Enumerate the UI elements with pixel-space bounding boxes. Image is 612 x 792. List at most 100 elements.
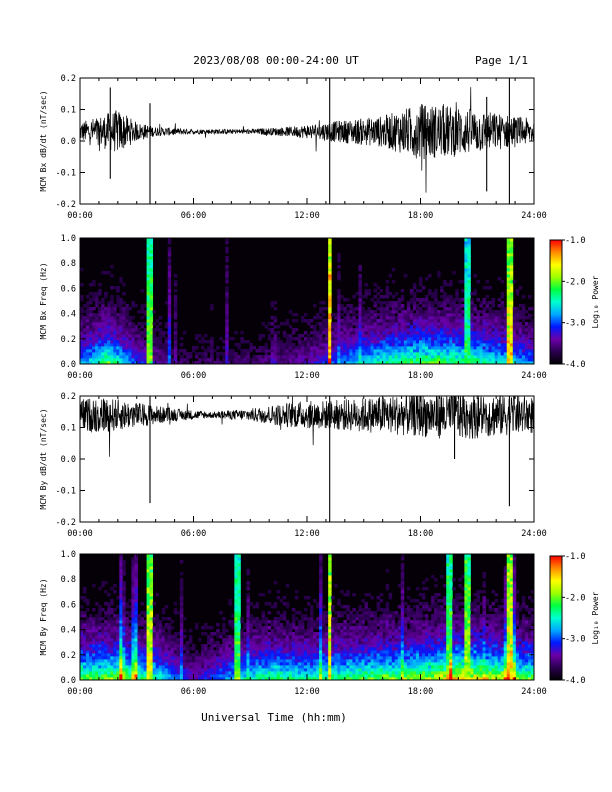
spectrogram-cell [291,355,296,359]
spectrogram-cell [521,349,526,353]
spectrogram-cell [134,349,138,353]
spectrogram-cell [149,605,154,609]
spectrogram-cell [512,313,517,317]
spectrogram-cell [158,358,163,362]
spectrogram-cell [509,259,514,263]
spectrogram-cell [343,668,347,672]
spectrogram-cell [358,292,362,296]
spectrogram-cell [367,337,371,341]
spectrogram-cell [195,650,199,654]
spectrogram-cell [98,665,102,669]
spectrogram-cell [455,319,459,323]
spectrogram-cell [518,352,523,356]
spectrogram-cell [388,292,393,296]
spectrogram-cell [80,659,84,663]
spectrogram-cell [337,331,341,335]
spectrogram-cell [388,343,393,347]
spectrogram-cell [131,656,135,660]
spectrogram-cell [521,313,526,317]
spectrogram-cell [331,355,335,359]
spectrogram-cell [313,349,317,353]
spectrogram-cell [361,334,365,338]
spectrogram-cell [391,355,396,359]
spectrogram-cell [101,632,105,636]
spectrogram-cell [349,346,353,350]
spectrogram-cell [113,620,117,624]
spectrogram-cell [515,292,520,296]
spectrogram-cell [104,328,108,332]
spectrogram-cell [137,358,141,362]
spectrogram-cell [252,671,256,675]
spectrogram-cell [485,307,489,311]
spectrogram-cell [434,346,438,350]
spectrogram-cell [173,316,178,320]
spectrogram-cell [467,280,471,284]
spectrogram-cell [107,328,111,332]
spectrogram-cell [131,349,135,353]
spectrogram-cell [524,325,529,329]
spectrogram-cell [322,647,326,651]
spectrogram-cell [246,614,250,618]
spectrogram-cell [319,310,323,314]
spectrogram-cell [110,608,114,612]
spectrogram-cell [113,668,117,672]
spectrogram-cell [422,334,426,338]
spectrogram-cell [225,319,229,323]
spectrogram-cell [149,635,154,639]
spectrogram-cell [122,641,126,645]
spectrogram-cell [352,361,356,365]
spectrogram-cell [146,623,151,627]
spectrogram-cell [128,340,132,344]
spectrogram-cell [294,337,299,341]
spectrogram-cell [406,352,411,356]
spectrogram-cell [80,310,84,314]
spectrogram-cell [373,352,378,356]
spectrogram-cell [213,656,217,660]
spectrogram-cell [164,671,169,675]
spectrogram-cell [158,641,163,645]
spectrogram-cell [464,259,468,263]
spectrogram-cell [252,617,256,621]
spectrogram-cell [319,647,323,651]
spectrogram-cell [422,319,426,323]
spectrogram-cell [379,343,384,347]
spectrogram-cell [234,629,238,633]
spectrogram-cell [173,656,178,660]
spectrogram-cell [149,301,154,305]
spectrogram-cell [80,316,84,320]
spectrogram-cell [394,361,399,365]
spectrogram-cell [303,358,308,362]
spectrogram-cell [146,560,151,564]
spectrogram-cell [524,361,529,365]
spectrogram-cell [204,355,208,359]
spectrogram-cell [267,638,272,642]
spectrogram-cell [385,316,390,320]
spectrogram-cell [219,671,223,675]
spectrogram-cell [515,352,520,356]
spectrogram-cell [500,280,505,284]
spectrogram-cell [225,644,229,648]
spectrogram-cell [201,656,205,660]
spectrogram-cell [400,295,405,299]
spectrogram-cell [364,295,368,299]
spectrogram-cell [146,626,151,630]
spectrogram-cell [464,310,468,314]
spectrogram-cell [319,677,323,681]
spectrogram-cell [125,346,129,350]
spectrogram-cell [452,352,456,356]
spectrogram-cell [188,635,193,639]
spectrogram-cell [470,310,474,314]
spectrogram-cell [137,641,141,645]
spectrogram-cell [449,295,453,299]
spectrogram-cell [307,337,311,341]
spectrogram-cell [258,593,262,597]
spectrogram-cell [334,674,338,678]
spectrogram-cell [210,656,214,660]
spectrogram-cell [213,671,217,675]
spectrogram-cell [158,340,163,344]
spectrogram-cell [146,632,151,636]
spectrogram-cell [95,337,99,341]
spectrogram-cell [237,581,241,585]
spectrogram-cell [95,668,99,672]
spectrogram-cell [83,614,87,618]
